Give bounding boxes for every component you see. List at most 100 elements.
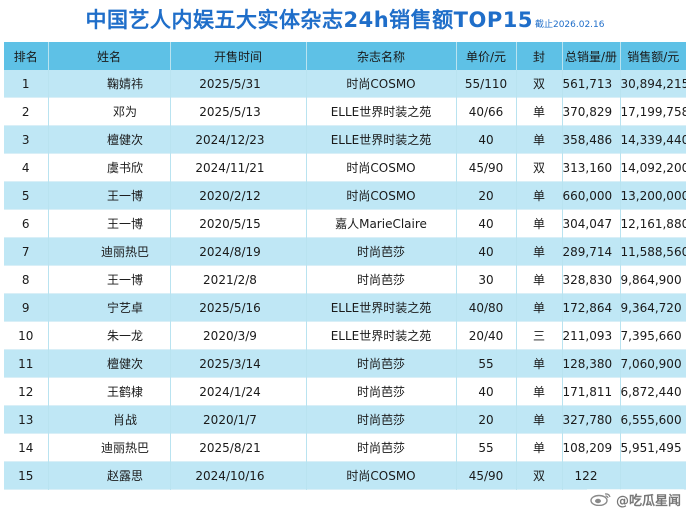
cell-date: 2020/1/7 (170, 405, 307, 434)
cell-volume: 561,713 (562, 70, 621, 98)
cell-magazine: 时尚COSMO (306, 461, 457, 490)
cell-magazine: ELLE世界时装之苑 (306, 321, 457, 350)
cell-name: 鞠婧祎 (48, 70, 171, 98)
cell-magazine: 时尚芭莎 (306, 405, 457, 434)
cell-price: 20/40 (456, 321, 517, 350)
cell-date: 2024/11/21 (170, 153, 307, 182)
cell-name: 邓为 (48, 97, 171, 126)
cell-date: 2025/3/14 (170, 349, 307, 378)
date-note: 截止2026.02.16 (534, 20, 605, 30)
cell-volume: 304,047 (562, 209, 621, 238)
cell-date: 2024/10/16 (170, 461, 307, 490)
cell-rank: 11 (4, 349, 49, 378)
table-row: 15 赵露思 2024/10/16 时尚COSMO 45/90 双 122 (4, 461, 686, 490)
cell-rank: 12 (4, 377, 49, 406)
cell-rank: 2 (4, 97, 49, 126)
cell-name: 虞书欣 (48, 153, 171, 182)
cell-name: 檀健次 (48, 349, 171, 378)
cell-rank: 7 (4, 237, 49, 266)
cell-magazine: ELLE世界时装之苑 (306, 293, 457, 322)
cell-volume: 122 (562, 461, 621, 490)
cell-magazine: 时尚COSMO (306, 153, 457, 182)
cell-name: 王鹤棣 (48, 377, 171, 406)
cell-name: 王一博 (48, 209, 171, 238)
cell-price: 20 (456, 181, 517, 210)
cell-rank: 13 (4, 405, 49, 434)
cell-volume: 660,000 (562, 181, 621, 210)
cell-cover: 双 (516, 461, 563, 490)
cell-magazine: 时尚COSMO (306, 70, 457, 98)
page-title: 中国艺人内娱五大实体杂志24h销售额TOP15 (85, 8, 533, 32)
table-row: 1 鞠婧祎 2025/5/31 时尚COSMO 55/110 双 561,713 30,894… (4, 70, 686, 98)
cell-cover: 双 (516, 70, 563, 98)
cell-cover: 单 (516, 265, 563, 294)
cell-volume: 108,209 (562, 433, 621, 462)
cell-sales: 5,951,495 (620, 440, 682, 455)
cell-sales: 12,161,880 (620, 216, 687, 231)
cell-sales: 6,872,440 (620, 384, 682, 399)
cell-price: 40 (456, 125, 517, 154)
cell-price: 45/90 (456, 461, 517, 490)
header-row: 排名 姓名 开售时间 杂志名称 单价/元 封 总销量/册 销售额/元 (4, 42, 686, 70)
cell-cover: 单 (516, 125, 563, 154)
cell-name: 王一博 (48, 181, 171, 210)
cell-sales: 6,555,600 (620, 412, 682, 427)
table-row: 11 檀健次 2025/3/14 时尚芭莎 55 单 128,380 7,060,900 (4, 349, 686, 378)
cell-date: 2024/8/19 (170, 237, 307, 266)
cell-volume: 328,830 (562, 265, 621, 294)
cell-price: 40/66 (456, 97, 517, 126)
cell-price: 55 (456, 349, 517, 378)
cell-cover: 三 (516, 321, 563, 350)
cell-cover: 单 (516, 405, 563, 434)
table-row: 5 王一博 2020/2/12 时尚COSMO 20 单 660,000 13,200,000 (4, 181, 686, 210)
table-row: 10 朱一龙 2020/3/9 ELLE世界时装之苑 20/40 三 211,093 7,39… (4, 321, 686, 350)
cell-cover: 单 (516, 209, 563, 238)
cell-cover: 单 (516, 433, 563, 462)
cell-price: 20 (456, 405, 517, 434)
cell-sales: 9,364,720 (620, 300, 682, 315)
cell-rank: 14 (4, 433, 49, 462)
cell-date: 2020/3/9 (170, 321, 307, 350)
cell-date: 2024/12/23 (170, 125, 307, 154)
table-body: 1 鞠婧祎 2025/5/31 时尚COSMO 55/110 双 561,713 30,894… (4, 70, 686, 490)
cell-name: 迪丽热巴 (48, 237, 171, 266)
cell-magazine: 时尚芭莎 (306, 265, 457, 294)
cell-magazine: 时尚芭莎 (306, 377, 457, 406)
cell-sales: 17,199,758 (620, 104, 687, 119)
cell-date: 2024/1/24 (170, 377, 307, 406)
cell-rank: 15 (4, 461, 49, 490)
cell-name: 檀健次 (48, 125, 171, 154)
cell-volume: 313,160 (562, 153, 621, 182)
cell-rank: 8 (4, 265, 49, 294)
cell-date: 2025/5/16 (170, 293, 307, 322)
table-row: 13 肖战 2020/1/7 时尚芭莎 20 单 327,780 6,555,600 (4, 405, 686, 434)
column-header-name: 姓名 (48, 42, 171, 70)
table-row: 7 迪丽热巴 2024/8/19 时尚芭莎 40 单 289,714 11,588,560 (4, 237, 686, 266)
cell-rank: 3 (4, 125, 49, 154)
cell-magazine: 时尚芭莎 (306, 237, 457, 266)
table-row: 6 王一博 2020/5/15 嘉人MarieClaire 40 单 304,047 12,1… (4, 209, 687, 238)
cell-volume: 370,829 (562, 97, 621, 126)
table-row: 14 迪丽热巴 2025/8/21 时尚芭莎 55 单 108,209 5,951,495 (4, 433, 686, 462)
table-row: 9 宁艺卓 2025/5/16 ELLE世界时装之苑 40/80 单 172,864 9,36… (4, 293, 686, 322)
cell-cover: 单 (516, 237, 563, 266)
cell-price: 40 (456, 209, 517, 238)
column-header-volume: 总销量/册 (562, 42, 621, 70)
cell-volume: 171,811 (562, 377, 621, 406)
cell-magazine: 时尚COSMO (306, 181, 457, 210)
cell-name: 王一博 (48, 265, 171, 294)
watermark: @吃瓜星闻 (586, 489, 684, 509)
cell-date: 2025/5/31 (170, 70, 307, 98)
cell-sales: 7,060,900 (620, 356, 682, 371)
cell-sales: 14,339,440 (620, 132, 687, 147)
cell-volume: 289,714 (562, 237, 621, 266)
cell-sales: 14,092,200, (620, 160, 687, 175)
table-row: 2 邓为 2025/5/13 ELLE世界时装之苑 40/66 单 370,829 17,19… (4, 97, 687, 126)
cell-date: 2025/5/13 (170, 97, 307, 126)
cell-rank: 1 (4, 70, 49, 98)
cell-rank: 10 (4, 321, 49, 350)
cell-name: 朱一龙 (48, 321, 171, 350)
cell-price: 40 (456, 377, 517, 406)
cell-rank: 5 (4, 181, 49, 210)
column-header-cover: 封 (516, 42, 563, 70)
